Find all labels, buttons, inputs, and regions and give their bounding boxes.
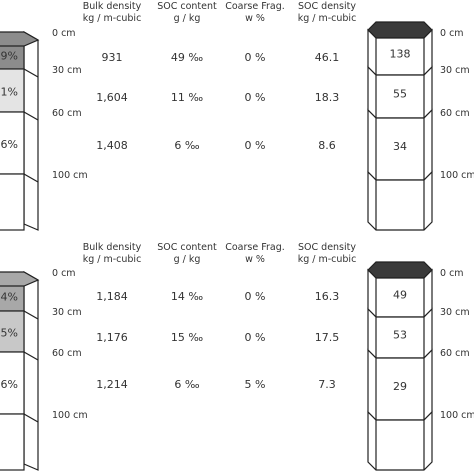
depth-label-right: 30 cm: [440, 307, 470, 318]
depth-label-right: 100 cm: [440, 410, 474, 421]
value-soc-content: 11 ‰: [171, 91, 203, 104]
left-column-cap: [0, 271, 40, 287]
header-coarse-frag: Coarse Frag.: [225, 1, 285, 12]
depth-label-left: 0 cm: [52, 268, 76, 279]
depth-label-left: 100 cm: [52, 410, 88, 421]
depth-label-left: 30 cm: [52, 65, 82, 76]
header-bulk-density: Bulk density: [83, 242, 142, 253]
right-column-cap: [367, 21, 433, 39]
left-column-edge: [23, 68, 39, 78]
right-column-value: 138: [390, 48, 411, 61]
header-unit-soc-density: kg / m-cubic: [298, 254, 357, 265]
depth-label-left: 60 cm: [52, 108, 82, 119]
left-column-edge: [23, 111, 39, 121]
header-unit-bulk-density: kg / m-cubic: [83, 13, 142, 24]
value-coarse-frag: 0 %: [245, 139, 266, 152]
left-column-edge: [23, 413, 39, 423]
value-soc-content: 6 ‰: [174, 378, 199, 391]
left-column-label: .1%: [0, 86, 18, 99]
left-column-label: .6%: [0, 378, 18, 391]
header-soc-content: SOC content: [157, 242, 217, 253]
value-soc-density: 8.6: [318, 139, 336, 152]
value-bulk-density: 1,176: [96, 331, 128, 344]
right-column-value: 53: [393, 329, 407, 342]
header-unit-soc-content: g / kg: [174, 254, 201, 265]
depth-label-right: 0 cm: [440, 268, 464, 279]
value-soc-content: 49 ‰: [171, 51, 203, 64]
value-coarse-frag: 0 %: [245, 290, 266, 303]
header-unit-coarse-frag: w %: [245, 13, 265, 24]
depth-label-left: 100 cm: [52, 170, 88, 181]
value-soc-content: 14 ‰: [171, 290, 203, 303]
right-column-value: 55: [393, 88, 407, 101]
depth-label-right: 60 cm: [440, 108, 470, 119]
right-column-value: 29: [393, 380, 407, 393]
value-soc-content: 15 ‰: [171, 331, 203, 344]
value-soc-density: 7.3: [318, 378, 336, 391]
left-column-side: [23, 30, 39, 231]
depth-label-left: 0 cm: [52, 28, 76, 39]
left-column-label: .5%: [0, 327, 18, 340]
header-unit-soc-content: g / kg: [174, 13, 201, 24]
value-soc-density: 16.3: [315, 290, 340, 303]
value-coarse-frag: 0 %: [245, 51, 266, 64]
header-soc-content: SOC content: [157, 1, 217, 12]
value-bulk-density: 1,408: [96, 139, 128, 152]
right-column-segment: [367, 170, 433, 231]
value-coarse-frag: 0 %: [245, 91, 266, 104]
left-column-cap: [0, 31, 40, 47]
depth-label-right: 60 cm: [440, 348, 470, 359]
depth-label-right: 30 cm: [440, 65, 470, 76]
header-unit-coarse-frag: w %: [245, 254, 265, 265]
right-column-segment: [367, 410, 433, 471]
right-column-value: 49: [393, 289, 407, 302]
right-column-cap: [367, 261, 433, 279]
depth-label-left: 30 cm: [52, 307, 82, 318]
header-bulk-density: Bulk density: [83, 1, 142, 12]
value-soc-density: 17.5: [315, 331, 340, 344]
header-soc-density: SOC density: [298, 1, 356, 12]
right-column-value: 34: [393, 140, 407, 153]
depth-label-left: 60 cm: [52, 348, 82, 359]
left-column-segment: [0, 111, 25, 175]
value-soc-content: 6 ‰: [174, 139, 199, 152]
value-bulk-density: 1,604: [96, 91, 128, 104]
left-column-edge: [23, 351, 39, 361]
depth-label-right: 100 cm: [440, 170, 474, 181]
value-bulk-density: 1,214: [96, 378, 128, 391]
left-column-label: 9%: [1, 50, 18, 63]
left-column-edge: [23, 310, 39, 320]
header-soc-density: SOC density: [298, 242, 356, 253]
left-column-side: [23, 270, 39, 471]
left-column-label: .4%: [0, 291, 18, 304]
left-column-segment: [0, 173, 25, 231]
left-column-label: .6%: [0, 138, 18, 151]
value-soc-density: 18.3: [315, 91, 340, 104]
left-column-segment: [0, 68, 25, 113]
value-bulk-density: 1,184: [96, 290, 128, 303]
value-coarse-frag: 5 %: [245, 378, 266, 391]
value-soc-density: 46.1: [315, 51, 340, 64]
value-coarse-frag: 0 %: [245, 331, 266, 344]
header-unit-bulk-density: kg / m-cubic: [83, 254, 142, 265]
depth-label-right: 0 cm: [440, 28, 464, 39]
header-coarse-frag: Coarse Frag.: [225, 242, 285, 253]
value-bulk-density: 931: [102, 51, 123, 64]
left-column-segment: [0, 413, 25, 471]
left-column-edge: [23, 173, 39, 183]
header-unit-soc-density: kg / m-cubic: [298, 13, 357, 24]
